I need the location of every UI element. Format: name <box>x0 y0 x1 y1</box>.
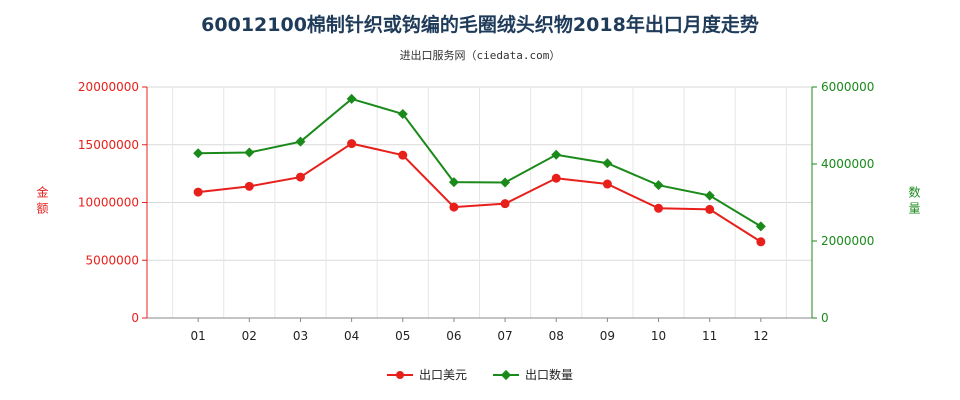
series-line-0 <box>198 142 762 243</box>
legend-item-quantity[interactable]: 出口数量 <box>493 366 573 383</box>
series-point-0 <box>449 202 459 212</box>
series-point-0 <box>551 173 561 183</box>
series-point-0 <box>193 187 203 197</box>
legend-label-quantity: 出口数量 <box>525 368 574 382</box>
x-tick-label: 02 <box>242 329 257 343</box>
series-point-0 <box>602 179 612 189</box>
series-point-1 <box>448 177 459 188</box>
x-tick-label: 09 <box>600 329 615 343</box>
diamond-marker-icon <box>500 369 512 380</box>
series-point-1 <box>346 93 357 104</box>
x-tick-label: 03 <box>293 329 308 343</box>
series-point-1 <box>704 190 715 201</box>
series-point-1 <box>244 147 255 158</box>
series-point-1 <box>755 221 766 232</box>
circle-marker-icon <box>395 370 404 379</box>
series-point-1 <box>397 108 408 119</box>
series-point-1 <box>602 158 613 169</box>
series-point-0 <box>244 181 254 191</box>
series-point-0 <box>500 199 510 209</box>
series-point-1 <box>551 149 562 160</box>
series-point-0 <box>756 237 766 247</box>
y-right-tick-label: 6000000 <box>821 80 874 94</box>
x-tick-label: 10 <box>651 329 666 343</box>
y-axis-left-label: 金额 <box>35 186 49 218</box>
legend: 出口美元 出口数量 <box>0 366 960 383</box>
series-point-1 <box>193 148 204 159</box>
y-right-tick-label: 2000000 <box>821 234 874 248</box>
legend-label-amount: 出口美元 <box>418 368 467 382</box>
series-point-1 <box>295 136 306 147</box>
legend-line-amount <box>386 370 413 379</box>
x-tick-label: 08 <box>549 329 564 343</box>
legend-item-amount[interactable]: 出口美元 <box>386 366 467 383</box>
x-tick-label: 04 <box>344 329 359 343</box>
y-left-tick-label: 0 <box>131 311 139 325</box>
x-tick-label: 12 <box>753 329 768 343</box>
y-left-tick-label: 5000000 <box>86 253 139 267</box>
y-right-tick-label: 4000000 <box>821 157 874 171</box>
y-left-tick-label: 20000000 <box>78 80 139 94</box>
y-left-tick-label: 10000000 <box>78 196 139 210</box>
series-point-0 <box>398 150 408 160</box>
chart-title: 60012100棉制针织或钩编的毛圈绒头织物2018年出口月度走势 <box>201 14 759 36</box>
legend-line-quantity <box>493 369 519 380</box>
series-point-0 <box>295 172 305 182</box>
chart-subtitle: 进出口服务网（ciedata.com） <box>399 49 561 62</box>
series-point-0 <box>347 139 357 149</box>
y-right-tick-label: 0 <box>821 311 829 325</box>
x-tick-label: 06 <box>446 329 461 343</box>
x-tick-label: 01 <box>191 329 206 343</box>
series-point-0 <box>654 203 664 213</box>
series-point-1 <box>653 180 664 191</box>
x-tick-label: 11 <box>702 329 717 343</box>
x-tick-label: 05 <box>395 329 410 343</box>
series-point-0 <box>705 204 715 214</box>
y-left-tick-label: 15000000 <box>78 138 139 152</box>
x-tick-label: 07 <box>497 329 512 343</box>
y-axis-right-label: 数量 <box>907 186 921 218</box>
series-point-1 <box>500 177 511 188</box>
series-line-1 <box>198 97 762 228</box>
